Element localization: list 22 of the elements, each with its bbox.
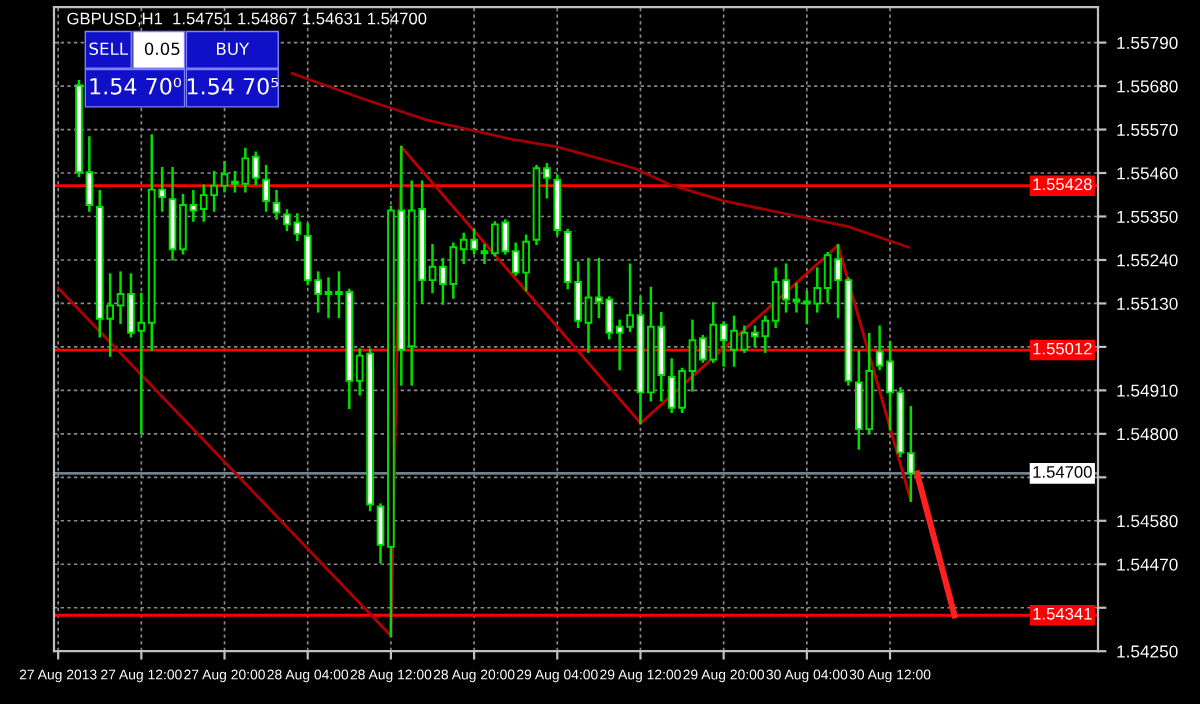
y-tick-label: 1.55570 [1117,123,1178,136]
y-tick-label: 1.55130 [1117,297,1178,310]
y-tick-label: 1.54580 [1117,515,1178,528]
annotation: BUY [217,42,250,56]
chart-title: GBPUSD,H1 1.54751 1.54867 1.54631 1.54700 [67,12,427,27]
y-tick-label: 1.55680 [1117,80,1178,93]
y-tick-label: 1.54470 [1117,558,1178,571]
y-tick-label: 1.55240 [1117,254,1178,267]
ref-line-label: 1.55012 [1033,342,1092,355]
y-tick-label: 1.55790 [1117,36,1178,50]
y-tick-label: 1.54910 [1117,384,1178,397]
ref-line-label: 1.54341 [1033,607,1092,620]
annotation: 1.54 70⁵ [187,77,279,95]
y-tick-label: 1.55350 [1117,210,1178,223]
y-tick-label: 1.55460 [1117,167,1178,180]
y-tick-label: 1.54250 [1117,645,1178,658]
ref-line-label: 1.54700 [1033,466,1092,478]
annotation: SELL [89,42,129,56]
ref-line-label: 1.55428 [1033,178,1092,191]
annotation: 0.05 [144,42,180,56]
annotation: 1.54 70⁰ [90,77,182,95]
y-tick-label: 1.54800 [1117,428,1178,441]
